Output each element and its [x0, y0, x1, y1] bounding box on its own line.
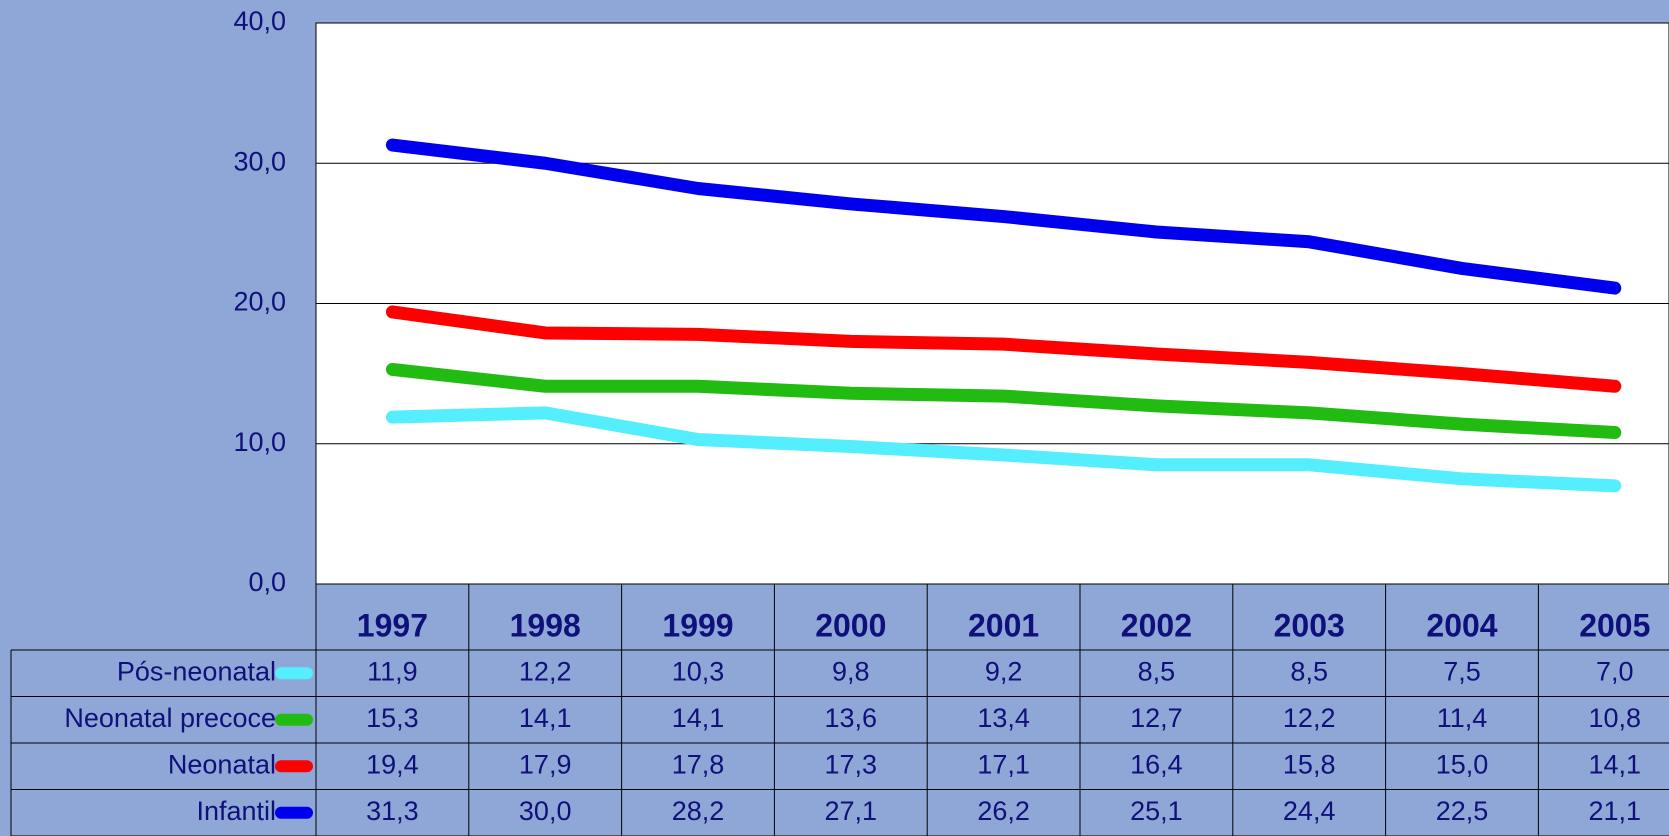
series-line	[385, 138, 1622, 295]
data-label: 26,2	[977, 796, 1030, 826]
plot-border	[315, 22, 1669, 585]
legend-label: Neonatal	[168, 749, 276, 779]
data-label: 14,1	[672, 703, 725, 733]
data-label: 15,3	[366, 703, 419, 733]
data-label: 13,6	[825, 703, 878, 733]
data-label: 22,5	[1436, 796, 1489, 826]
series-line	[385, 406, 1622, 493]
data-label: 10,3	[672, 656, 725, 686]
data-label: 9,2	[985, 656, 1023, 686]
data-label: 17,1	[977, 749, 1030, 779]
y-tick-label: 30,0	[233, 146, 286, 176]
data-label: 14,1	[1589, 749, 1642, 779]
y-tick-label: 0,0	[248, 567, 286, 597]
data-label: 25,1	[1130, 796, 1183, 826]
data-label: 13,4	[977, 703, 1030, 733]
legend-label: Pós-neonatal	[117, 656, 276, 686]
data-label: 10,8	[1589, 703, 1642, 733]
x-tick-label: 1999	[662, 607, 733, 643]
y-tick-label: 10,0	[233, 427, 286, 457]
y-tick-label: 20,0	[233, 287, 286, 317]
data-label: 30,0	[519, 796, 572, 826]
data-label: 31,3	[366, 796, 419, 826]
data-label: 11,4	[1437, 703, 1488, 733]
data-label: 9,8	[832, 656, 870, 686]
data-label: 28,2	[672, 796, 725, 826]
data-label: 19,4	[366, 749, 419, 779]
data-label: 15,8	[1283, 749, 1336, 779]
legend-label: Infantil	[196, 796, 276, 826]
data-label: 12,2	[519, 656, 572, 686]
data-label: 7,0	[1596, 656, 1634, 686]
data-label: 12,7	[1130, 703, 1183, 733]
series-line	[385, 305, 1622, 393]
x-tick-label: 2004	[1426, 607, 1497, 643]
x-tick-label: 2003	[1274, 607, 1345, 643]
x-tick-label: 2002	[1121, 607, 1192, 643]
data-label: 17,8	[672, 749, 725, 779]
data-label: 27,1	[825, 796, 878, 826]
series-line	[385, 362, 1622, 440]
data-label: 8,5	[1138, 656, 1176, 686]
data-label: 17,3	[825, 749, 878, 779]
data-label: 16,4	[1130, 749, 1183, 779]
data-label: 12,2	[1283, 703, 1336, 733]
data-label: 8,5	[1290, 656, 1328, 686]
data-label: 17,9	[519, 749, 572, 779]
data-label: 11,9	[367, 656, 418, 686]
data-label: 15,0	[1436, 749, 1489, 779]
data-label: 21,1	[1589, 796, 1642, 826]
data-label: 7,5	[1443, 656, 1481, 686]
x-tick-label: 2005	[1579, 607, 1650, 643]
data-label: 24,4	[1283, 796, 1336, 826]
x-tick-label: 1997	[357, 607, 428, 643]
data-label: 14,1	[519, 703, 572, 733]
legend-label: Neonatal precoce	[64, 703, 276, 733]
y-tick-label: 40,0	[233, 6, 286, 36]
x-tick-label: 2001	[968, 607, 1039, 643]
x-tick-label: 1998	[510, 607, 581, 643]
x-tick-label: 2000	[815, 607, 886, 643]
